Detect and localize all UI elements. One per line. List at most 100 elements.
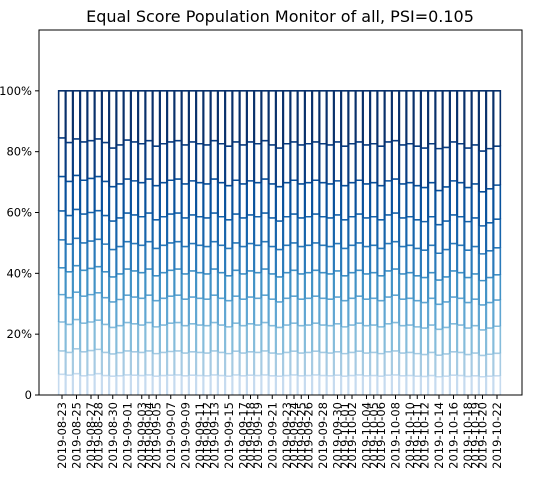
bar-segment — [420, 249, 429, 278]
series-1 — [57, 372, 502, 395]
bar-segment — [427, 244, 436, 273]
bar-segment — [297, 245, 306, 274]
bar-segment — [289, 295, 299, 324]
bar-segment — [333, 296, 342, 324]
series-8 — [57, 174, 502, 226]
bar-segment — [289, 213, 299, 243]
bar-segment — [391, 321, 400, 351]
x-tick-label: 2019-10-19 — [468, 402, 482, 469]
series-2 — [57, 347, 502, 377]
bar-segment — [224, 219, 233, 249]
series-5 — [57, 264, 502, 305]
bar-segment — [333, 214, 342, 244]
bar-segment — [442, 146, 451, 187]
bar-segment — [188, 270, 197, 298]
bar-segment — [166, 350, 175, 376]
y-tick-label: 0 — [25, 388, 32, 402]
bar-segment — [297, 375, 306, 395]
x-tick-label: 2019-10-08 — [389, 402, 403, 469]
bar-segment — [130, 242, 139, 271]
bar-segment — [159, 90, 168, 144]
bar-segment — [333, 90, 342, 142]
bar-segment — [195, 244, 204, 273]
bar-segment — [398, 352, 407, 376]
bar-segment — [318, 181, 328, 217]
bar-segment — [355, 295, 364, 324]
x-tick-label: 2019-09-12 — [200, 402, 214, 469]
bar-segment — [188, 214, 197, 244]
bar-segment — [137, 215, 146, 246]
bar-segment — [362, 298, 371, 326]
bar-segment — [79, 351, 88, 376]
bar-segment — [57, 350, 67, 375]
bar-segment — [391, 178, 400, 214]
bar-segment — [289, 322, 299, 352]
bar-segment — [94, 372, 103, 395]
bar-segment — [137, 142, 146, 183]
bar-segment — [217, 181, 226, 217]
bar-segment — [108, 185, 117, 222]
bar-segment — [130, 141, 139, 181]
bar-segment — [188, 296, 197, 324]
bar-segment — [442, 248, 451, 277]
bar-segment — [326, 217, 335, 247]
bar-segment — [202, 324, 212, 354]
bar-segment — [239, 245, 248, 274]
bar-segment — [355, 90, 364, 142]
bar-segment — [449, 180, 458, 215]
bar-segment — [398, 217, 407, 247]
y-tick-label: 80% — [6, 145, 32, 159]
bar-segment — [442, 353, 451, 377]
bar-segment — [275, 147, 284, 187]
bar-segment — [456, 142, 465, 183]
bar-segment — [311, 295, 320, 324]
bar-segment — [231, 295, 241, 324]
bar-segment — [268, 375, 277, 395]
bar-segment — [434, 223, 444, 254]
bar-segment — [195, 351, 204, 376]
bar-segment — [268, 324, 277, 354]
bar-segment — [492, 90, 502, 147]
bar-segment — [384, 296, 393, 324]
bar-segment — [376, 274, 386, 301]
bar-segment — [72, 174, 81, 210]
bar-segment — [188, 242, 197, 271]
bar-segment — [210, 350, 219, 375]
bar-segment — [304, 374, 313, 395]
bar-segment — [420, 353, 429, 377]
bar-segment — [246, 214, 255, 244]
bar-segment — [86, 177, 96, 213]
bar-segment — [304, 142, 313, 183]
bar-segment — [231, 322, 241, 352]
bar-segment — [101, 271, 110, 298]
bar-segment — [405, 244, 415, 273]
x-axis: 2019-08-23 2019-08-25 2019-08-272019-08-28… — [55, 395, 504, 469]
bar-segment — [86, 374, 96, 395]
bar-segment — [217, 297, 226, 326]
bar-segment — [449, 351, 458, 376]
bar-segment — [137, 271, 146, 299]
bar-segment — [152, 299, 161, 327]
bar-segment — [137, 181, 146, 217]
bar-segment — [195, 90, 204, 144]
bar-segment — [355, 350, 364, 375]
bar-segment — [195, 271, 204, 299]
bar-segment — [260, 212, 270, 242]
bar-segment — [253, 374, 262, 395]
bar-segment — [152, 326, 161, 354]
x-tick-label: 2019-09-24 — [287, 402, 301, 469]
chart-marks — [57, 90, 502, 395]
bar-segment — [405, 181, 415, 217]
bar-segment — [347, 244, 357, 273]
bar-segment — [72, 138, 81, 176]
bar-segment — [304, 244, 313, 273]
bar-segment — [442, 90, 451, 148]
bar-segment — [347, 374, 357, 395]
bar-segment — [195, 374, 204, 395]
bar-segment — [188, 90, 197, 142]
bar-segment — [166, 322, 175, 352]
bar-segment — [326, 352, 335, 376]
bar-segment — [260, 268, 270, 296]
bar-segment — [289, 242, 299, 271]
bar-segment — [391, 268, 400, 296]
